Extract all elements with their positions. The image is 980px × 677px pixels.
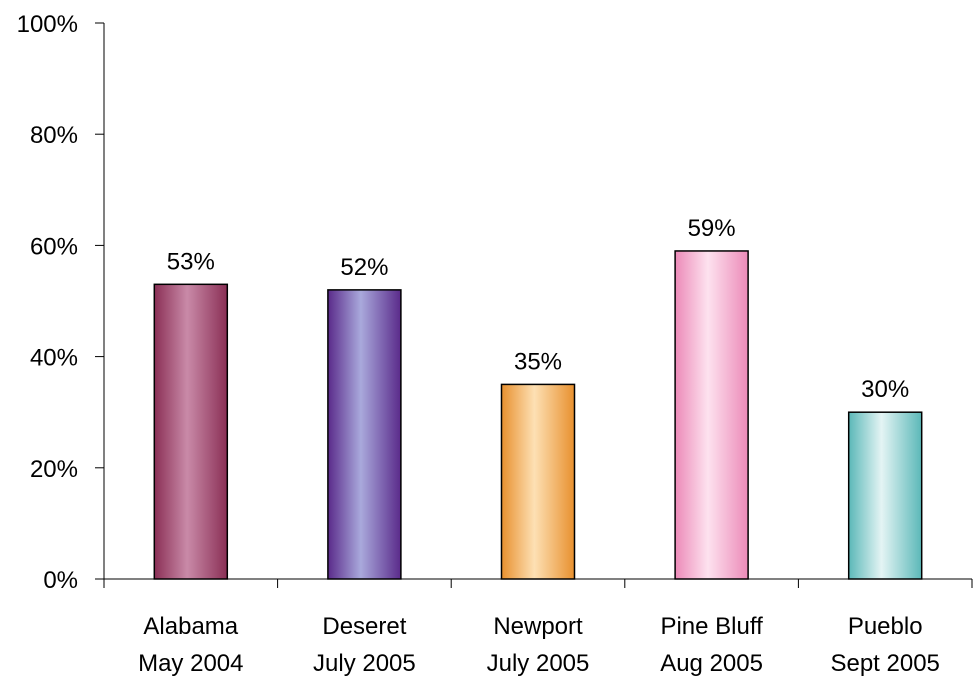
bar [327,289,402,580]
bar [674,250,749,580]
data-label: 52% [340,254,388,281]
category-label: Pueblo [848,613,923,640]
data-label: 35% [514,348,562,375]
y-tick-label: 40% [30,345,78,372]
data-label: 53% [167,248,215,275]
bars [153,250,923,580]
bar [500,383,576,580]
category-label: July 2005 [487,650,590,677]
category-label: May 2004 [138,650,243,677]
y-tick-label: 60% [30,233,78,260]
category-labels: Alabama May 2004 Deseret July 2005 Newport Ju… [138,613,940,677]
category-label: Sept 2005 [830,650,939,677]
category-label: Pine Bluff [660,613,763,640]
y-tick-label: 20% [30,456,78,483]
y-tick-label: 0% [43,567,78,594]
category-label: Newport [493,613,583,640]
category-label: Aug 2005 [660,650,763,677]
category-label: July 2005 [313,650,416,677]
bar [153,283,229,580]
data-label: 59% [688,215,736,242]
y-axis: 0% 20% 40% 60% 80% 100% [17,11,105,594]
bar [847,411,923,580]
category-label: Deseret [322,613,406,640]
data-label: 30% [861,376,909,403]
category-label: Alabama [143,613,238,640]
data-labels: 53% 52% 35% 59% 30% [167,215,909,403]
x-axis [103,578,973,588]
y-tick-label: 100% [17,11,78,38]
y-tick-label: 80% [30,122,78,149]
